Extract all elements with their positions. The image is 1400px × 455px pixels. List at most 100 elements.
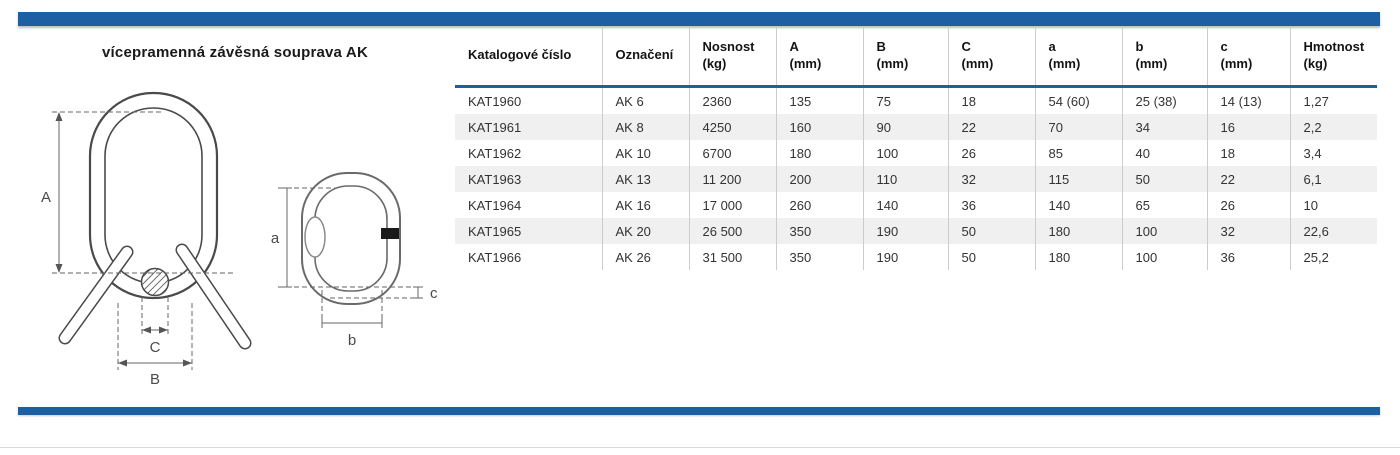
table-cell: 200 [775, 166, 863, 192]
table-cell: 4250 [688, 114, 776, 140]
table-cell: 25 (38) [1121, 86, 1207, 114]
column-header-capacity: Nosnost (kg) [688, 28, 776, 88]
dim-label-B: B [150, 371, 160, 388]
column-header-catalog-number: Katalogové číslo [455, 28, 602, 88]
table-row: KAT1966 AK 26 31 500 350 190 50 180 100 36 25,2 [455, 244, 1377, 270]
table-cell: 85 [1034, 140, 1122, 166]
dim-label-C: C [150, 339, 161, 356]
table-cell: 3,4 [1289, 140, 1377, 166]
table-row: KAT1960 AK 6 2360 135 75 18 54 (60) 25 (38) 14 (… [455, 86, 1377, 114]
table-cell: 50 [947, 218, 1035, 244]
front-view-dimensions [52, 111, 235, 370]
table-cell: 25,2 [1289, 244, 1377, 270]
table-cell: 31 500 [688, 244, 776, 270]
technical-drawing: A C B a b c [41, 91, 438, 388]
table-cell: 160 [775, 114, 863, 140]
table-cell: 100 [1121, 218, 1207, 244]
table-row: KAT1965 AK 20 26 500 350 190 50 180 100 32 22,6 [455, 218, 1377, 244]
table-cell: 36 [1206, 244, 1290, 270]
side-view-dimensions [278, 187, 423, 330]
table-cell: 2,2 [1289, 114, 1377, 140]
bottom-divider-bar [18, 407, 1380, 415]
table-cell: 75 [862, 86, 948, 114]
table-cell: 350 [775, 244, 863, 270]
column-header-b: b (mm) [1121, 28, 1207, 88]
table-cell: 1,27 [1289, 86, 1377, 114]
table-cell: 110 [862, 166, 948, 192]
table-cell: 32 [947, 166, 1035, 192]
column-header-B: B (mm) [862, 28, 948, 88]
table-cell: 10 [1289, 192, 1377, 218]
column-header-c: c (mm) [1206, 28, 1290, 88]
table-cell: 11 200 [688, 166, 776, 192]
dim-label-A: A [41, 189, 51, 206]
bolt-icon [140, 267, 170, 297]
table-cell: 18 [1206, 140, 1290, 166]
table-cell: 17 000 [688, 192, 776, 218]
table-row: KAT1962 AK 10 6700 180 100 26 85 40 18 3,4 [455, 140, 1377, 166]
table-cell: 22,6 [1289, 218, 1377, 244]
table-cell: 100 [1121, 244, 1207, 270]
table-cell: 115 [1034, 166, 1122, 192]
table-cell: 26 [1206, 192, 1290, 218]
table-row: KAT1963 AK 13 11 200 200 110 32 115 50 22 6,1 [455, 166, 1377, 192]
table-cell: 2360 [688, 86, 776, 114]
table-cell: KAT1965 [468, 223, 522, 239]
link-side-figure [301, 172, 401, 305]
table-header-row: Katalogové číslo Označení Nosnost (kg) A(… [455, 28, 1377, 88]
table-cell: 34 [1121, 114, 1207, 140]
table-cell: 190 [862, 244, 948, 270]
table-row: KAT1961 AK 8 4250 160 90 22 70 34 16 2,2 [455, 114, 1377, 140]
table-cell: KAT1961 [468, 119, 522, 135]
weld-bump-icon [304, 216, 326, 258]
table-cell: 26 500 [688, 218, 776, 244]
table-cell: 16 [1206, 114, 1290, 140]
table-cell: 22 [1206, 166, 1290, 192]
table-cell: 90 [862, 114, 948, 140]
table-cell: AK 16 [601, 192, 689, 218]
table-cell: KAT1962 [468, 145, 522, 161]
table-cell: 180 [1034, 218, 1122, 244]
table-cell: AK 20 [601, 218, 689, 244]
table-cell: 6700 [688, 140, 776, 166]
column-header-A: A (mm) [775, 28, 863, 88]
table-cell: 260 [775, 192, 863, 218]
table-cell: 6,1 [1289, 166, 1377, 192]
table-cell: AK 6 [601, 86, 689, 114]
table-cell: 65 [1121, 192, 1207, 218]
table-row: KAT1964 AK 16 17 000 260 140 36 140 65 26 10 [455, 192, 1377, 218]
table-cell: KAT1960 [468, 93, 522, 109]
table-cell: 180 [1034, 244, 1122, 270]
column-header-designation: Označení [601, 28, 689, 88]
spec-table: Katalogové číslo Označení Nosnost (kg) A(… [455, 28, 1377, 270]
table-cell: 180 [775, 140, 863, 166]
column-header-C: C (mm) [947, 28, 1035, 88]
table-cell: 54 (60) [1034, 86, 1122, 114]
table-cell: 50 [1121, 166, 1207, 192]
dim-label-a: a [271, 230, 280, 247]
table-cell: KAT1966 [468, 249, 522, 265]
table-cell: 140 [862, 192, 948, 218]
top-divider-bar [18, 12, 1380, 26]
master-link-front-figure [58, 91, 252, 350]
table-cell: KAT1964 [468, 197, 522, 213]
table-cell: AK 10 [601, 140, 689, 166]
table-cell: 70 [1034, 114, 1122, 140]
table-cell: 32 [1206, 218, 1290, 244]
marking-band-icon [381, 228, 399, 239]
column-header-weight: Hmotnost (kg) [1289, 28, 1377, 88]
table-cell: 18 [947, 86, 1035, 114]
dim-label-c: c [430, 285, 438, 302]
table-cell: 40 [1121, 140, 1207, 166]
page-title: vícepramenná závěsná souprava AK [102, 44, 368, 61]
table-cell: AK 26 [601, 244, 689, 270]
table-cell: KAT1963 [468, 171, 522, 187]
table-cell: 100 [862, 140, 948, 166]
table-cell: 190 [862, 218, 948, 244]
dim-label-b: b [348, 332, 356, 349]
table-cell: 350 [775, 218, 863, 244]
table-cell: 36 [947, 192, 1035, 218]
table-cell: 26 [947, 140, 1035, 166]
table-cell: 50 [947, 244, 1035, 270]
